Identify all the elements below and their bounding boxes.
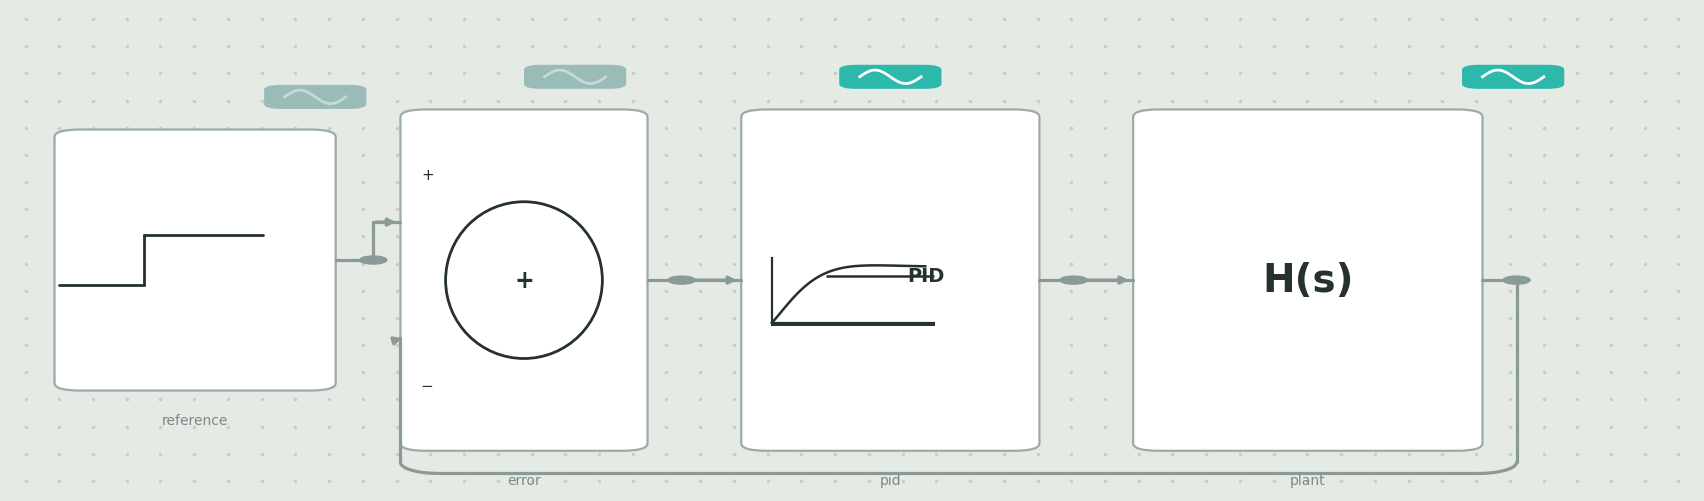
FancyBboxPatch shape [400,110,648,451]
Circle shape [1060,277,1087,285]
FancyBboxPatch shape [1462,66,1564,90]
Text: pid: pid [879,473,901,487]
Circle shape [360,257,387,265]
Text: plant: plant [1290,473,1326,487]
Circle shape [1503,277,1530,285]
Ellipse shape [445,202,603,359]
Circle shape [668,277,695,285]
Text: error: error [508,473,540,487]
FancyBboxPatch shape [741,110,1039,451]
Text: PID: PID [908,266,944,285]
Text: −: − [421,379,433,394]
FancyBboxPatch shape [55,130,336,391]
Text: +: + [515,269,533,293]
FancyBboxPatch shape [523,66,625,90]
FancyBboxPatch shape [264,86,366,110]
Text: reference: reference [162,413,228,427]
Text: +: + [421,167,433,182]
FancyBboxPatch shape [838,66,941,90]
Text: H(s): H(s) [1263,262,1353,300]
FancyBboxPatch shape [1133,110,1482,451]
